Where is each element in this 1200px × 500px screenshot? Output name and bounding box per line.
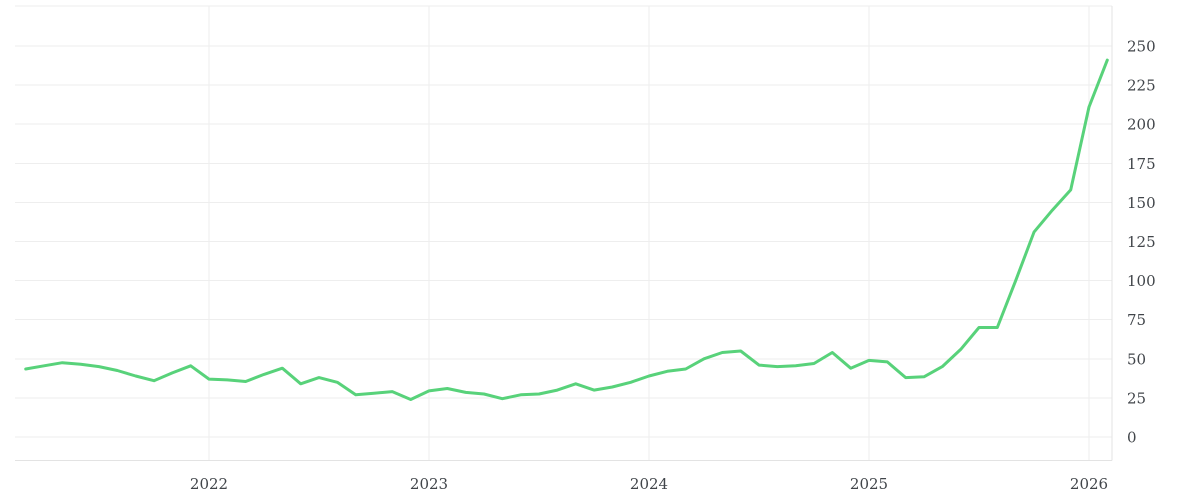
y-tick-label: 50 [1127, 350, 1146, 368]
x-tick-label: 2024 [630, 475, 668, 493]
y-tick-label: 75 [1127, 311, 1146, 329]
price-line [24, 58, 1109, 401]
x-tick-label: 2022 [190, 475, 228, 493]
y-tick-label: 200 [1127, 116, 1156, 134]
x-tick-label: 2023 [410, 475, 448, 493]
y-tick-label: 225 [1127, 77, 1156, 95]
x-tick-label: 2026 [1070, 475, 1108, 493]
y-tick-label: 125 [1127, 233, 1156, 251]
y-tick-label: 25 [1127, 389, 1146, 407]
x-tick-label: 2025 [850, 475, 888, 493]
y-tick-label: 0 [1127, 429, 1137, 447]
y-tick-label: 250 [1127, 38, 1156, 56]
y-tick-label: 100 [1127, 272, 1156, 290]
y-tick-label: 150 [1127, 194, 1156, 212]
y-tick-label: 175 [1127, 155, 1156, 173]
